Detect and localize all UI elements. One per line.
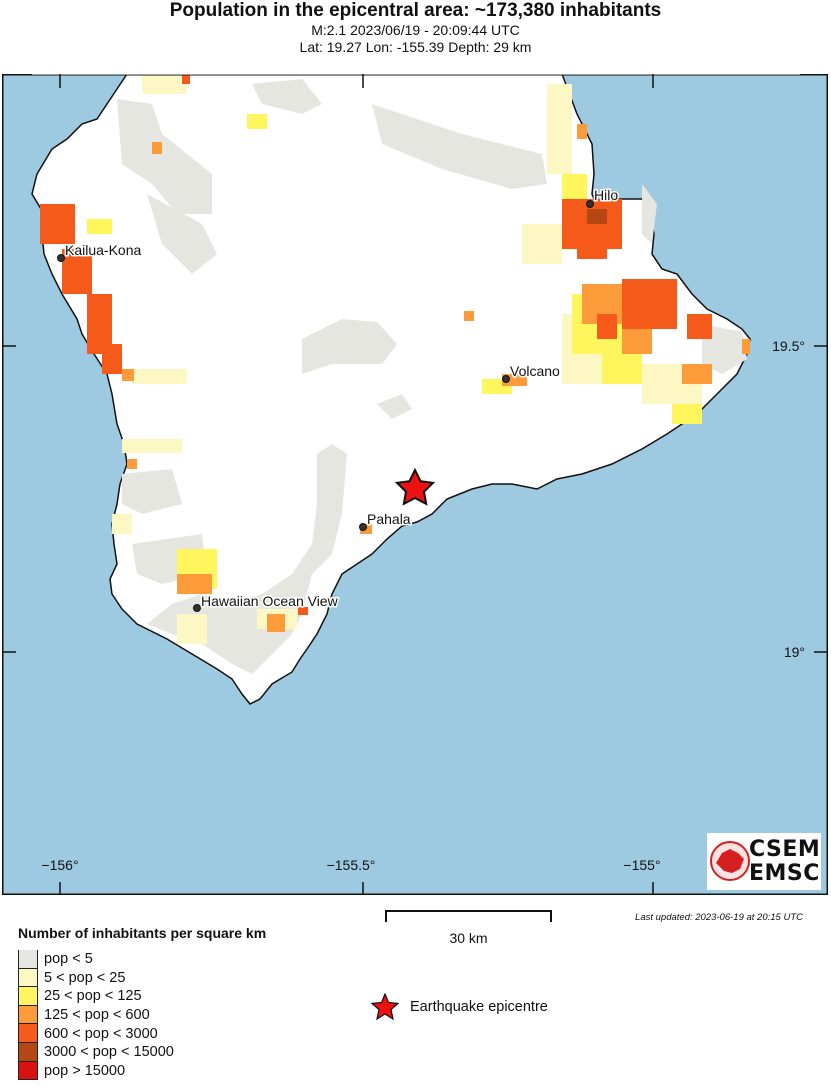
csem-emsc-logo: CSEM EMSC	[707, 833, 821, 890]
place-pahala: Pahala	[359, 510, 412, 531]
x-tick-156: −156°	[41, 857, 78, 873]
x-tick-155-5: −155.5°	[327, 857, 376, 873]
density-3000-15000	[587, 209, 607, 224]
legend-swatch	[18, 1005, 38, 1025]
red-star-icon	[370, 993, 400, 1021]
density-125-600	[122, 124, 750, 632]
x-tick-155: −155°	[623, 857, 660, 873]
legend-item: 125 < pop < 600	[18, 1005, 266, 1025]
event-line: M:2.1 2023/06/19 - 20:09:44 UTC	[311, 22, 520, 38]
epicentre-legend: Earthquake epicentre	[370, 993, 548, 1021]
legend-item: pop > 15000	[18, 1061, 266, 1081]
legend-item: pop < 5	[18, 950, 266, 969]
scale-label: 30 km	[449, 930, 488, 946]
svg-text:Volcano: Volcano	[510, 363, 560, 379]
svg-text:Hilo: Hilo	[594, 187, 618, 203]
axis-labels: −156° −155.5° −155° 19.5° 19°	[41, 338, 805, 873]
legend-swatch	[18, 968, 38, 988]
axis-ticks	[2, 74, 828, 895]
svg-text:Pahala: Pahala	[367, 511, 411, 527]
legend-swatch	[18, 950, 38, 969]
logo-csem: CSEM	[749, 836, 821, 862]
legend-item: 600 < pop < 3000	[18, 1024, 266, 1043]
legend-swatch	[18, 1061, 38, 1081]
legend-swatch	[18, 1024, 38, 1043]
scale-bar	[385, 910, 552, 922]
legend-title: Number of inhabitants per square km	[18, 925, 267, 941]
legend-item: 3000 < pop < 15000	[18, 1042, 266, 1062]
place-hawaiian-ocean-view: Hawaiian Ocean View	[193, 592, 340, 612]
population-map: Kailua-Kona Hilo Volcano Pahala Hawaiian…	[2, 74, 828, 895]
legend-item: 5 < pop < 25	[18, 968, 266, 988]
header: Population in the epicentral area: ~173,…	[0, 0, 831, 56]
legend-item: 25 < pop < 125	[18, 987, 266, 1006]
logo-emsc: EMSC	[749, 860, 820, 886]
place-hilo: Hilo	[586, 186, 620, 208]
population-legend: Number of inhabitants per square km pop …	[18, 925, 267, 1081]
page-title: Population in the epicentral area: ~173,…	[169, 0, 662, 21]
last-updated: Last updated: 2023-06-19 at 20:15 UTC	[635, 912, 803, 923]
y-tick-19-5: 19.5°	[772, 338, 805, 354]
epicentre-label: Earthquake epicentre	[410, 999, 548, 1015]
location-line: Lat: 19.27 Lon: -155.39 Depth: 29 km	[299, 39, 532, 55]
place-labels: Kailua-Kona Hilo Volcano Pahala Hawaiian…	[57, 186, 620, 612]
svg-text:Hawaiian Ocean View: Hawaiian Ocean View	[201, 593, 339, 609]
y-tick-19: 19°	[784, 644, 805, 660]
epicenter-star-icon	[394, 467, 436, 506]
europe-globe-icon	[710, 841, 750, 881]
legend-swatch	[18, 987, 38, 1006]
legend-swatch	[18, 1042, 38, 1062]
place-kailua-kona: Kailua-Kona	[57, 241, 143, 262]
place-volcano: Volcano	[502, 362, 562, 383]
svg-text:Kailua-Kona: Kailua-Kona	[65, 242, 141, 258]
